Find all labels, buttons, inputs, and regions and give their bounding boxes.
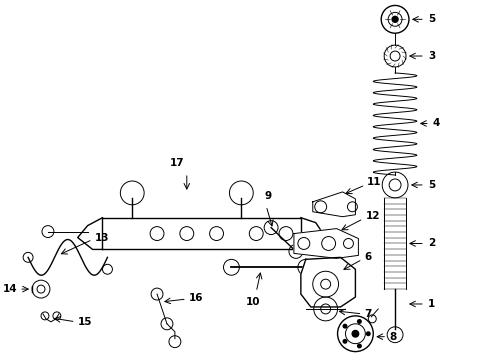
- Text: 5: 5: [428, 14, 435, 24]
- Text: 17: 17: [170, 158, 184, 168]
- Circle shape: [366, 331, 371, 336]
- Circle shape: [351, 330, 359, 338]
- Text: 5: 5: [428, 180, 435, 190]
- Circle shape: [343, 339, 347, 344]
- Polygon shape: [294, 229, 358, 258]
- Text: 15: 15: [78, 317, 92, 327]
- Text: 2: 2: [428, 238, 435, 248]
- Circle shape: [392, 16, 398, 22]
- Text: 16: 16: [189, 293, 203, 303]
- Circle shape: [357, 319, 362, 324]
- Circle shape: [357, 343, 362, 348]
- Text: 6: 6: [365, 252, 371, 262]
- Text: 11: 11: [368, 177, 382, 187]
- Text: 9: 9: [265, 191, 271, 201]
- Text: 12: 12: [366, 211, 380, 221]
- Text: 7: 7: [365, 309, 372, 319]
- Text: 8: 8: [389, 332, 396, 342]
- Text: 1: 1: [428, 299, 435, 309]
- Polygon shape: [301, 257, 355, 307]
- Text: 13: 13: [95, 233, 109, 243]
- Text: 4: 4: [433, 118, 440, 129]
- Text: 14: 14: [2, 284, 17, 294]
- Text: 3: 3: [428, 51, 435, 61]
- Text: 10: 10: [246, 297, 261, 307]
- Circle shape: [343, 324, 347, 329]
- Polygon shape: [313, 192, 355, 217]
